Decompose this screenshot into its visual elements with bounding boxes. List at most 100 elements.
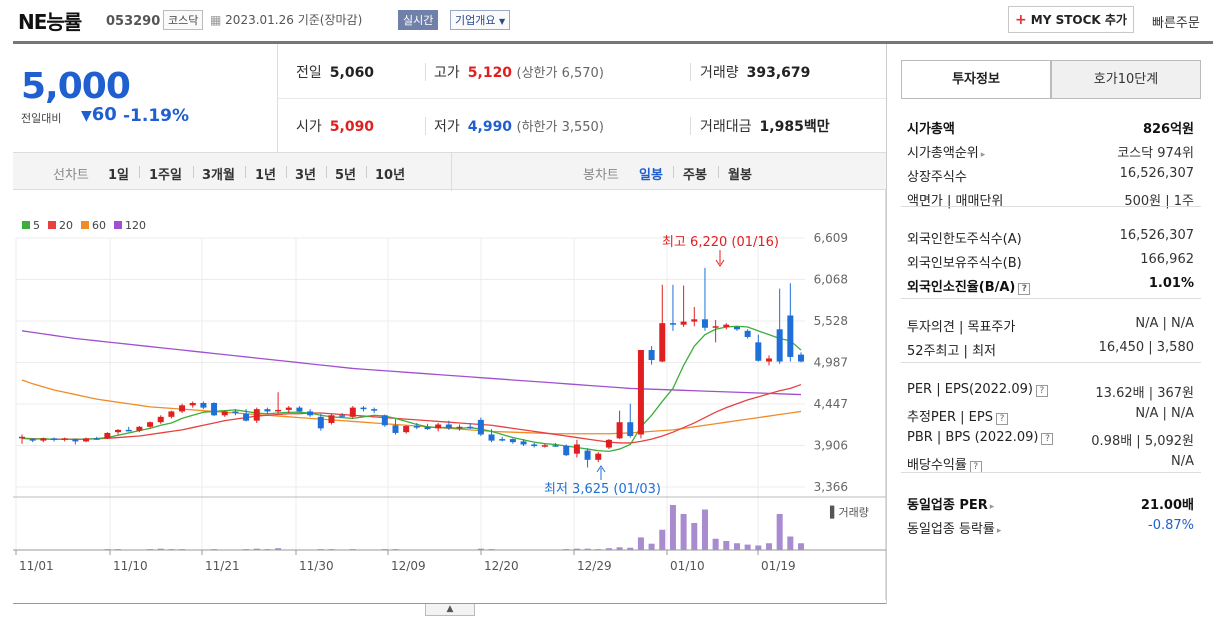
candle-body: [51, 438, 58, 440]
stat-label: 시가: [296, 119, 322, 135]
candle-body: [723, 324, 730, 327]
arrow-right-icon[interactable]: ▸: [989, 502, 995, 512]
candle-body: [701, 319, 708, 328]
tab-invest-info[interactable]: 투자정보: [901, 60, 1051, 99]
corp-info-label: 기업개요: [455, 14, 496, 27]
change-amount: 60: [91, 104, 117, 125]
candle-body: [616, 422, 623, 439]
volume-bar: [349, 549, 356, 550]
info-row: 추정PER | EPS? N/A | N/A: [907, 406, 1194, 425]
stat-sub: (하한가 3,550): [516, 120, 604, 135]
divider: [451, 153, 452, 191]
tab-10y[interactable]: 10년: [375, 168, 406, 183]
candle-body: [605, 439, 612, 448]
ma20-line: [21, 383, 802, 444]
candle-body: [243, 413, 250, 421]
corp-info-dropdown[interactable]: 기업개요 ▼: [450, 10, 511, 30]
candle-body: [520, 441, 527, 445]
quick-order-link[interactable]: 빠른주문: [1152, 16, 1200, 31]
info-label: 추정PER | EPS?: [907, 406, 1008, 425]
volume-bar: [669, 505, 676, 550]
realtime-badge[interactable]: 실시간: [398, 10, 439, 30]
help-icon[interactable]: ?: [1041, 433, 1054, 445]
divider: [901, 472, 1201, 473]
arrow-right-icon[interactable]: ▸: [996, 526, 1002, 536]
stock-chart[interactable]: 6,609 6,068 5,528 4,987 4,447 3,906 3,366 11/01…: [0, 0, 886, 600]
divider: [366, 166, 367, 178]
chart-tab-bar: 선차트 1일 1주일 3개월 1년 3년 5년 10년 봉차트 일봉 주봉 월봉: [13, 152, 886, 191]
legend-swatch: [48, 221, 56, 229]
x-tick-label: 11/10: [113, 559, 148, 573]
x-tick-label: 01/10: [670, 559, 705, 573]
info-value: 13.62배 | 367원: [1095, 386, 1194, 401]
info-value: 166,962: [1140, 252, 1194, 267]
info-label: PER | EPS(2022.09)?: [907, 382, 1048, 401]
candle-body: [733, 326, 740, 330]
info-label: 상장주식수: [907, 170, 967, 185]
candle-body: [115, 429, 122, 433]
chart-area[interactable]: [13, 190, 886, 600]
candle-body: [307, 411, 314, 416]
candle-body: [125, 429, 132, 432]
candle-body: [360, 407, 367, 410]
tab-1y[interactable]: 1년: [255, 168, 277, 183]
candle-body: [467, 426, 474, 429]
tab-1d[interactable]: 1일: [108, 168, 130, 183]
expand-toggle-button[interactable]: ▲: [425, 604, 475, 616]
date-suffix: 기준(장마감): [297, 13, 363, 27]
tab-monthly[interactable]: 월봉: [728, 168, 752, 183]
candle-body: [477, 419, 484, 435]
candle-body: [275, 409, 282, 412]
volume-label: ▌거래량: [829, 505, 869, 519]
info-label: 외국인소진율(B/A)?: [907, 276, 1031, 295]
candle-body: [787, 315, 794, 357]
candle-body: [531, 444, 538, 446]
candle-body: [200, 403, 207, 408]
info-row: 외국인소진율(B/A)? 1.01%: [907, 276, 1194, 295]
tab-order-book[interactable]: 호가10단계: [1051, 60, 1201, 99]
down-triangle-icon: ▼: [81, 108, 92, 124]
mystock-add-button[interactable]: + MY STOCK 추가: [1008, 6, 1134, 33]
divider: [718, 166, 719, 178]
divider: [139, 166, 140, 178]
stat-high: 고가 5,120 (상한가 6,570): [434, 62, 604, 82]
candle-body: [712, 326, 719, 328]
candle-body: [83, 438, 90, 442]
tab-3m[interactable]: 3개월: [202, 168, 235, 183]
candle-body: [755, 342, 762, 361]
tab-underline: [901, 98, 1201, 99]
info-label: 52주최고 | 최저: [907, 344, 996, 359]
help-icon[interactable]: ?: [1035, 385, 1048, 397]
help-icon[interactable]: ?: [995, 413, 1008, 425]
candle-body: [147, 422, 154, 427]
candle-body: [552, 445, 559, 447]
stat-value: 5,120: [467, 65, 513, 81]
tab-1w[interactable]: 1주일: [149, 168, 182, 183]
volume-bar: [211, 549, 218, 550]
x-tick-label: 12/20: [484, 559, 519, 573]
y-tick-label: 6,609: [814, 231, 848, 245]
arrow-right-icon[interactable]: ▸: [980, 150, 986, 160]
candle-body: [40, 438, 47, 441]
candle-body: [232, 411, 239, 413]
y-tick-label: 3,906: [814, 439, 848, 453]
tab-weekly[interactable]: 주봉: [683, 168, 707, 183]
stat-value: 4,990: [467, 119, 513, 135]
volume-bar: [157, 548, 164, 550]
legend-item: 60: [81, 219, 106, 232]
candle-body: [541, 445, 548, 447]
stock-name: NE능률: [18, 10, 82, 34]
legend-swatch: [114, 221, 122, 229]
candle-body: [296, 407, 303, 412]
help-icon[interactable]: ?: [1018, 283, 1031, 295]
tab-daily[interactable]: 일봉: [639, 168, 663, 183]
tab-3y[interactable]: 3년: [295, 168, 317, 183]
tab-5y[interactable]: 5년: [335, 168, 357, 183]
y-tick-label: 5,528: [814, 314, 848, 328]
candle-body: [435, 424, 442, 429]
divider: [425, 117, 426, 135]
candle-body: [317, 416, 324, 429]
candle-body: [680, 321, 687, 325]
candle-body: [392, 425, 399, 433]
candle-body: [253, 409, 260, 421]
